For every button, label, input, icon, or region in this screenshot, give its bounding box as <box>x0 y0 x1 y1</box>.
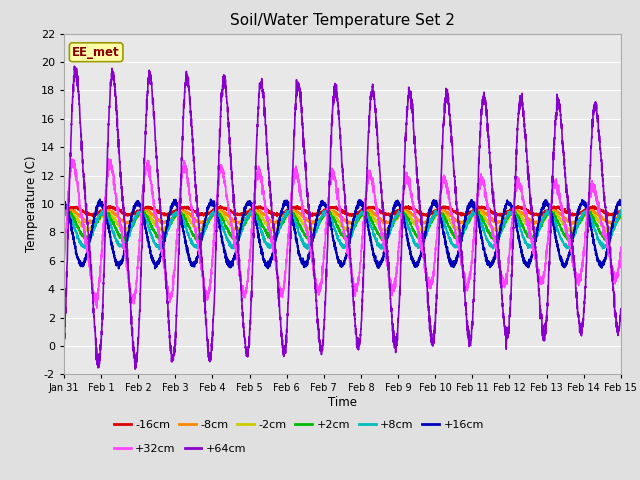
+16cm <box>151 266 159 272</box>
-16cm <box>294 205 302 211</box>
Y-axis label: Temperature (C): Temperature (C) <box>25 156 38 252</box>
+32cm <box>600 224 608 229</box>
-8cm <box>465 215 472 221</box>
Line: +2cm: +2cm <box>64 210 621 241</box>
+64cm <box>60 345 68 350</box>
+8cm <box>60 210 68 216</box>
+16cm <box>617 200 625 206</box>
+8cm <box>617 207 625 213</box>
+32cm <box>617 244 625 250</box>
+8cm <box>294 228 302 233</box>
+32cm <box>465 280 472 286</box>
-8cm <box>294 210 302 216</box>
+32cm <box>299 204 307 210</box>
-16cm <box>600 209 608 215</box>
Legend: +32cm, +64cm: +32cm, +64cm <box>114 444 246 454</box>
+64cm <box>617 306 625 312</box>
+32cm <box>104 156 112 162</box>
+16cm <box>600 258 608 264</box>
+2cm <box>343 238 351 244</box>
+8cm <box>508 206 516 212</box>
+2cm <box>325 209 333 215</box>
-16cm <box>387 214 394 220</box>
-2cm <box>158 229 166 235</box>
+32cm <box>572 270 580 276</box>
Line: +32cm: +32cm <box>64 159 621 308</box>
-16cm <box>465 210 472 216</box>
-8cm <box>572 218 580 224</box>
+32cm <box>294 180 302 185</box>
-2cm <box>253 207 260 213</box>
-8cm <box>366 206 374 212</box>
-8cm <box>299 213 307 219</box>
+2cm <box>600 231 608 237</box>
-2cm <box>572 222 580 228</box>
-16cm <box>572 212 580 217</box>
+32cm <box>93 305 100 311</box>
+16cm <box>465 202 472 207</box>
+16cm <box>325 215 333 221</box>
+64cm <box>572 294 580 300</box>
Title: Soil/Water Temperature Set 2: Soil/Water Temperature Set 2 <box>230 13 455 28</box>
+8cm <box>600 243 608 249</box>
-8cm <box>60 211 68 217</box>
-2cm <box>617 215 625 220</box>
+8cm <box>299 235 307 241</box>
-2cm <box>60 214 68 220</box>
+2cm <box>572 227 580 232</box>
-16cm <box>325 206 333 212</box>
+64cm <box>131 366 139 372</box>
+2cm <box>299 228 307 234</box>
+8cm <box>156 247 163 252</box>
Line: +8cm: +8cm <box>64 209 621 250</box>
-16cm <box>60 208 68 214</box>
+64cm <box>325 204 333 209</box>
+32cm <box>325 192 333 198</box>
-2cm <box>299 219 307 225</box>
+2cm <box>617 213 625 218</box>
-8cm <box>600 216 608 222</box>
-8cm <box>617 212 625 217</box>
Line: +64cm: +64cm <box>64 66 621 369</box>
Text: EE_met: EE_met <box>72 46 120 59</box>
+8cm <box>325 211 333 217</box>
-2cm <box>465 218 472 224</box>
+2cm <box>60 211 68 216</box>
-16cm <box>617 207 625 213</box>
+8cm <box>572 226 580 232</box>
-2cm <box>294 212 302 218</box>
+16cm <box>299 261 307 267</box>
X-axis label: Time: Time <box>328 396 357 409</box>
+16cm <box>294 248 302 254</box>
Line: -8cm: -8cm <box>64 209 621 224</box>
-16cm <box>299 206 307 212</box>
-16cm <box>106 203 114 209</box>
+16cm <box>60 201 68 206</box>
+64cm <box>465 328 472 334</box>
-8cm <box>325 207 333 213</box>
+2cm <box>294 217 302 223</box>
Line: +16cm: +16cm <box>64 199 621 269</box>
+8cm <box>465 214 472 220</box>
Line: -16cm: -16cm <box>64 206 621 217</box>
-2cm <box>325 210 333 216</box>
+64cm <box>294 79 302 85</box>
+16cm <box>96 196 104 202</box>
+64cm <box>600 191 608 197</box>
-2cm <box>600 224 608 229</box>
+32cm <box>60 260 68 265</box>
+2cm <box>465 217 472 223</box>
-8cm <box>236 221 244 227</box>
+16cm <box>572 215 580 220</box>
+64cm <box>299 125 307 131</box>
Line: -2cm: -2cm <box>64 210 621 232</box>
+64cm <box>70 63 78 69</box>
+2cm <box>100 207 108 213</box>
